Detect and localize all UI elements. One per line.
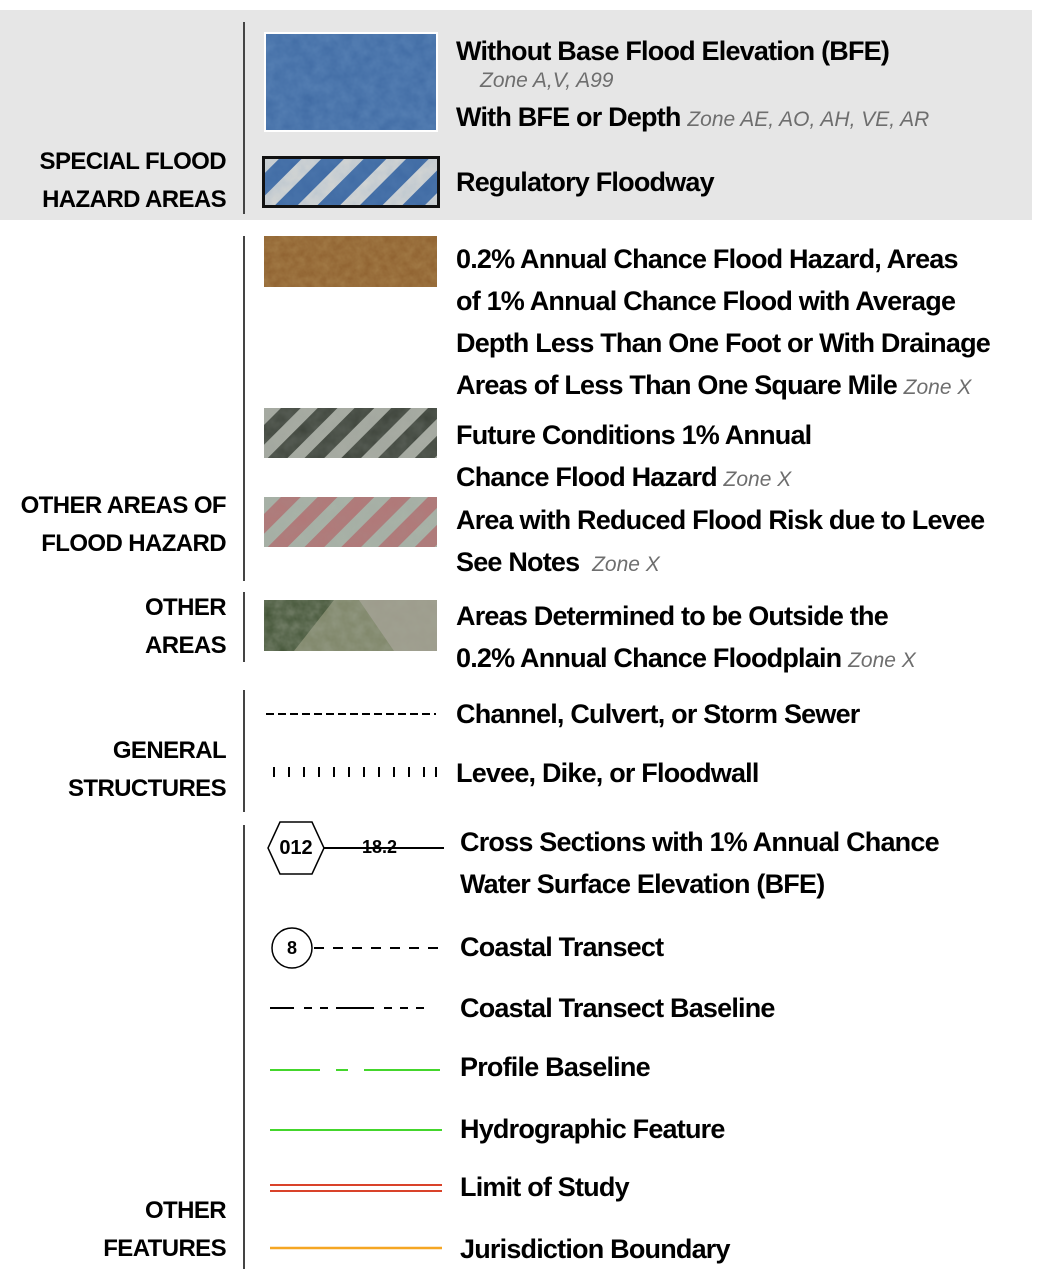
channel-text: Channel, Culvert, or Storm Sewer: [456, 699, 860, 729]
category-general-structures: GENERAL STRUCTURES: [67, 732, 227, 808]
jurisdiction-boundary-text: Jurisdiction Boundary: [460, 1234, 731, 1264]
channel-dashed-line-icon: [266, 713, 436, 715]
transect-number: 8: [286, 938, 297, 958]
divider-other-features: [243, 825, 245, 1269]
future-conditions-label: Future Conditions 1% Annual Chance Flood…: [456, 414, 812, 501]
coastal-transect-baseline-label: Coastal Transect Baseline: [460, 987, 775, 1029]
category-other-features: OTHER FEATURES: [103, 1192, 226, 1268]
zone-label: Zone X: [903, 376, 972, 399]
zone-x-shaded-label: 0.2% Annual Chance Flood Hazard, Areas o…: [456, 238, 991, 409]
outside-floodplain-swatch: [264, 600, 437, 651]
floodway-label: Regulatory Floodway: [456, 161, 715, 203]
divider-other-flood-hazard: [243, 236, 245, 581]
without-bfe-text: Without Base Flood Elevation (BFE): [456, 36, 890, 66]
legend-line: of 1% Annual Chance Flood with Average: [456, 286, 956, 316]
legend-line: Water Surface Elevation (BFE): [460, 869, 825, 899]
coastal-transect-text: Coastal Transect: [460, 932, 664, 962]
category-label-line: OTHER: [144, 594, 227, 621]
zone-label: Zone AE, AO, AH, VE, AR: [687, 108, 930, 131]
legend-line: Future Conditions 1% Annual: [456, 420, 812, 450]
levee-tick-line-icon: [273, 767, 437, 777]
category-label-line: AREAS: [144, 632, 227, 659]
jurisdiction-boundary-icon: [270, 1246, 442, 1250]
legend-line: 0.2% Annual Chance Flood Hazard, Areas: [456, 244, 959, 274]
with-bfe-text: With BFE or Depth: [456, 102, 681, 132]
category-label-line: SPECIAL FLOOD: [39, 148, 227, 175]
zone-x-shaded-swatch: [264, 236, 437, 287]
category-special-flood-hazard-areas: SPECIAL FLOOD HAZARD AREAS: [39, 143, 227, 219]
category-label-line: HAZARD AREAS: [42, 186, 227, 213]
legend-line: Area with Reduced Flood Risk due to Leve…: [456, 505, 985, 535]
sfha-swatch: [264, 32, 438, 132]
cross-section-bfe-label: 18.2: [362, 837, 398, 857]
profile-baseline-icon: [270, 1069, 440, 1071]
category-label-line: GENERAL: [112, 737, 227, 764]
cross-section-symbol: 012 18.2: [266, 820, 446, 876]
hydrographic-feature-icon: [270, 1129, 442, 1131]
coastal-transect-baseline-text: Coastal Transect Baseline: [460, 993, 775, 1023]
category-label-line: FEATURES: [103, 1235, 226, 1262]
transect-circle-icon: [271, 927, 444, 969]
cross-section-id: 012: [279, 837, 313, 859]
legend-line: Areas Determined to be Outside the: [456, 601, 889, 631]
future-conditions-swatch: [264, 408, 437, 458]
limit-of-study-text: Limit of Study: [460, 1172, 630, 1202]
levee-label: Levee, Dike, or Floodwall: [456, 752, 759, 794]
legend-line-text: 0.2% Annual Chance Floodplain: [456, 643, 842, 673]
without-bfe-label: Without Base Flood Elevation (BFE): [456, 30, 890, 72]
with-bfe-label: With BFE or Depth Zone AE, AO, AH, VE, A…: [456, 96, 929, 141]
legend-line: 0.2% Annual Chance Floodplain Zone X: [456, 637, 916, 682]
jurisdiction-boundary-label: Jurisdiction Boundary: [460, 1228, 731, 1270]
coastal-transect-symbol: 8: [270, 926, 446, 970]
divider-sfha: [243, 22, 245, 214]
zone-label: Zone A,V, A99: [480, 69, 614, 92]
channel-label: Channel, Culvert, or Storm Sewer: [456, 693, 860, 735]
divider-general-structures: [243, 690, 245, 812]
cross-sections-label: Cross Sections with 1% Annual Chance Wat…: [460, 821, 940, 905]
cross-section-hexagon-icon: [267, 821, 444, 875]
floodway-text: Regulatory Floodway: [456, 167, 715, 197]
category-label-line: FLOOD HAZARD: [41, 530, 226, 557]
without-bfe-zone-line: Zone A,V, A99: [480, 58, 613, 101]
coastal-transect-label: Coastal Transect: [460, 926, 664, 968]
hydrographic-feature-text: Hydrographic Feature: [460, 1114, 725, 1144]
divider-other-areas: [243, 592, 245, 662]
floodway-swatch: [262, 156, 440, 208]
legend-line-text: See Notes: [456, 547, 580, 577]
category-other-areas: OTHER AREAS: [144, 589, 227, 665]
levee-reduced-risk-swatch: [264, 497, 437, 547]
levee-text: Levee, Dike, or Floodwall: [456, 758, 759, 788]
limit-of-study-label: Limit of Study: [460, 1166, 630, 1208]
limit-of-study-icon: [270, 1184, 442, 1192]
profile-baseline-label: Profile Baseline: [460, 1046, 651, 1088]
levee-reduced-risk-label: Area with Reduced Flood Risk due to Leve…: [456, 499, 985, 586]
legend-line: Depth Less Than One Foot or With Drainag…: [456, 328, 991, 358]
category-other-areas-of-flood-hazard: OTHER AREAS OF FLOOD HAZARD: [20, 487, 227, 563]
legend-line: See Notes Zone X: [456, 541, 984, 586]
zone-label: Zone X: [592, 553, 660, 576]
legend-line-text: Chance Flood Hazard: [456, 462, 718, 492]
zone-label: Zone X: [723, 468, 792, 491]
category-label-line: OTHER AREAS OF: [20, 492, 227, 519]
profile-baseline-text: Profile Baseline: [460, 1052, 651, 1082]
legend-line: Cross Sections with 1% Annual Chance: [460, 827, 940, 857]
legend-line: Chance Flood Hazard Zone X: [456, 456, 811, 501]
category-label-line: STRUCTURES: [67, 775, 227, 802]
outside-floodplain-label: Areas Determined to be Outside the 0.2% …: [456, 595, 916, 682]
legend-line-text: Areas of Less Than One Square Mile: [456, 370, 898, 400]
hydrographic-feature-label: Hydrographic Feature: [460, 1108, 725, 1150]
coastal-transect-baseline-icon: [270, 1007, 424, 1009]
legend-line: Areas of Less Than One Square Mile Zone …: [456, 364, 990, 409]
special-flood-hazard-band: [0, 10, 1032, 220]
zone-label: Zone X: [848, 649, 916, 672]
category-label-line: OTHER: [144, 1197, 227, 1224]
